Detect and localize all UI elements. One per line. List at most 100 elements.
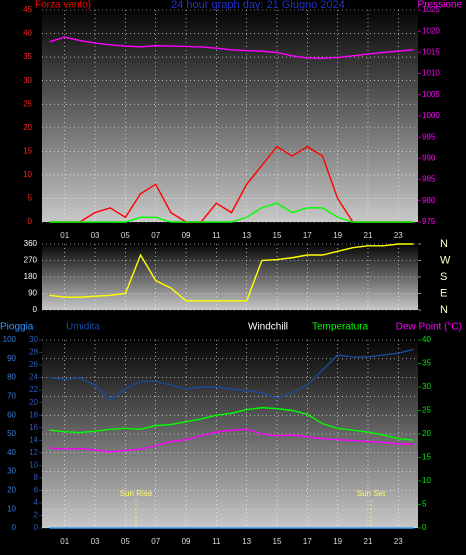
legend-entry: Pioggia: [0, 322, 34, 333]
x-tick-label: 11: [212, 231, 221, 240]
y-tick-label: 30: [7, 467, 16, 476]
x-tick-label: 19: [333, 537, 342, 546]
x-tick-label: 23: [394, 231, 403, 240]
y-tick-label: 90: [28, 289, 37, 298]
y2-tick-label: 985: [422, 175, 436, 184]
x-tick-label: 01: [60, 537, 69, 546]
x-tick-label: 19: [333, 231, 342, 240]
y2-tick-label: E: [440, 287, 447, 299]
y-tick-label: 50: [7, 429, 16, 438]
y-tick-label: 80: [7, 373, 16, 382]
legend-entry: Umidita: [66, 322, 100, 333]
y2-tick-label: 990: [422, 154, 436, 163]
series-line: [49, 406, 414, 441]
y-tick-label: 30: [29, 335, 38, 344]
y-tick-label: 2: [34, 511, 39, 520]
y2-tick-label: 15: [422, 453, 431, 462]
x-tick-label: 07: [151, 231, 160, 240]
y2-tick-label: W: [440, 254, 451, 266]
x-tick-label: 09: [182, 231, 191, 240]
series-line: [49, 36, 414, 60]
y-tick-label: 10: [29, 460, 38, 469]
y2-tick-label: 25: [422, 406, 431, 415]
x-tick-label: 09: [182, 537, 191, 546]
series-line: [49, 348, 414, 402]
x-tick-label: 17: [303, 231, 312, 240]
y-tick-label: 30: [23, 76, 32, 85]
series-line: [49, 202, 414, 223]
y2-tick-label: 1025: [422, 5, 440, 14]
y2-tick-label: S: [440, 271, 447, 283]
y-tick-label: 26: [29, 360, 38, 369]
x-tick-label: 15: [273, 231, 282, 240]
x-tick-label: 21: [364, 537, 373, 546]
y-tick-label: 0: [12, 523, 17, 532]
y-tick-label: 100: [3, 335, 17, 344]
y-tick-label: 20: [23, 123, 32, 132]
x-tick-label: 11: [212, 537, 221, 546]
y2-tick-label: 995: [422, 132, 436, 141]
y2-tick-label: 30: [422, 382, 431, 391]
legend-entry: Dew Point (°C): [396, 322, 462, 333]
plot-area: [42, 10, 418, 222]
y-tick-label: 90: [7, 354, 16, 363]
y2-tick-label: 975: [422, 217, 436, 226]
y-tick-label: 360: [24, 239, 38, 248]
y2-tick-label: 5: [422, 500, 427, 509]
y-tick-label: 70: [7, 392, 16, 401]
y-tick-label: 10: [7, 504, 16, 513]
y2-tick-label: 1015: [422, 48, 440, 57]
y2-tick-label: 10: [422, 476, 431, 485]
y-tick-label: 15: [23, 146, 32, 155]
y-tick-label: 25: [23, 99, 32, 108]
y-tick-label: 0: [34, 523, 39, 532]
x-tick-label: 15: [273, 537, 282, 546]
annotation: Windchill: [248, 322, 288, 333]
y2-tick-label: 1010: [422, 69, 440, 78]
legend-entry: Forza vento): [35, 0, 91, 11]
y2-tick-label: N: [440, 238, 448, 250]
y-tick-label: 40: [7, 448, 16, 457]
x-tick-label: 01: [60, 231, 69, 240]
y-tick-label: 8: [34, 473, 39, 482]
series-line: [49, 243, 414, 302]
y-tick-label: 5: [28, 194, 33, 203]
y-tick-label: 35: [23, 52, 32, 61]
x-tick-label: 13: [242, 231, 251, 240]
legend-entry: Pressione: [418, 0, 463, 11]
y-tick-label: 20: [29, 398, 38, 407]
y-tick-label: 0: [33, 305, 38, 314]
y-tick-label: 6: [34, 486, 39, 495]
annotation: Sun Rise: [120, 489, 153, 498]
y-tick-label: 16: [29, 423, 38, 432]
x-tick-label: 03: [91, 537, 100, 546]
y-tick-label: 4: [34, 498, 39, 507]
x-tick-label: 07: [151, 537, 160, 546]
y2-tick-label: 0: [422, 523, 427, 532]
x-tick-label: 13: [242, 537, 251, 546]
y2-tick-label: 980: [422, 196, 436, 205]
y-tick-label: 270: [24, 256, 38, 265]
y-tick-label: 20: [7, 486, 16, 495]
x-tick-label: 17: [303, 537, 312, 546]
series-line: [49, 428, 414, 453]
y-tick-label: 28: [29, 348, 38, 357]
y-tick-label: 18: [29, 410, 38, 419]
x-tick-label: 05: [121, 537, 130, 546]
x-tick-label: 03: [91, 231, 100, 240]
y-tick-label: 0: [28, 217, 33, 226]
y2-tick-label: 40: [422, 335, 431, 344]
y-tick-label: 10: [23, 170, 32, 179]
x-tick-label: 21: [364, 231, 373, 240]
legend-entry: Temperatura: [312, 322, 369, 333]
y2-tick-label: 1020: [422, 26, 440, 35]
y-tick-label: 24: [29, 373, 38, 382]
y-tick-label: 60: [7, 410, 16, 419]
y-tick-label: 40: [23, 29, 32, 38]
x-tick-label: 05: [121, 231, 130, 240]
y-tick-label: 12: [29, 448, 38, 457]
y2-tick-label: 1005: [422, 90, 440, 99]
y2-tick-label: N: [440, 304, 448, 316]
